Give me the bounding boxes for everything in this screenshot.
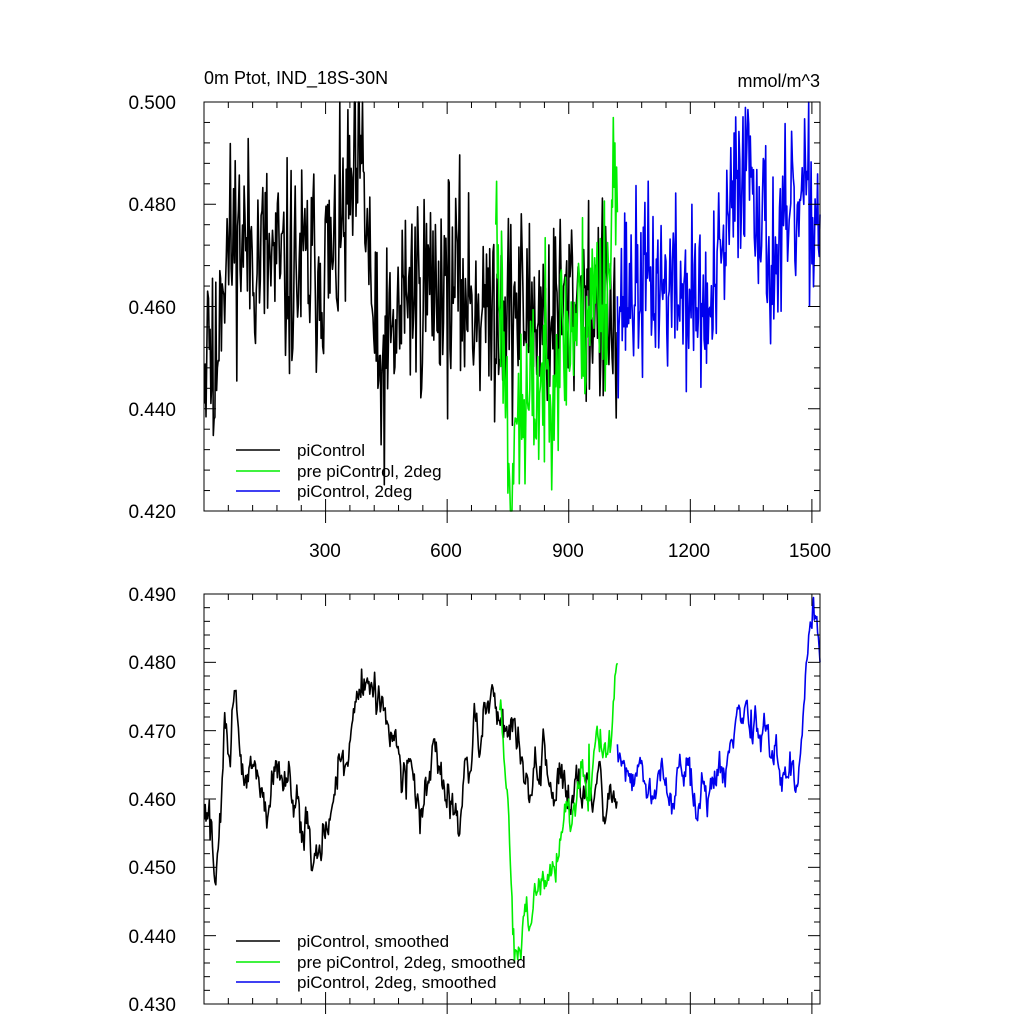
bottom-y-tick-label: 0.450 [128,858,176,879]
top-panel-unit-label: mmol/m^3 [738,71,820,91]
top-x-tick-label: 1500 [789,541,831,562]
bottom-y-tick-label: 0.460 [128,790,176,811]
bottom-y-tick-label: 0.480 [128,653,176,674]
bottom-y-tick-label: 0.430 [128,995,176,1016]
top-x-tick-label: 600 [430,541,462,562]
bottom-panel: 0.490 0.480 0.470 0.460 0.450 0.440 0.43… [128,585,821,1016]
legend-label-pre-picontrol-2deg: pre piControl, 2deg [297,462,442,481]
series-line-pre-picontrol-2deg [495,116,619,512]
bottom-y-tick-label: 0.470 [128,722,176,743]
bottom-series-lines [203,596,821,963]
top-x-tick-labels: 300 600 900 1200 1500 [309,541,831,562]
legend-label-picontrol-2deg: piControl, 2deg [297,482,412,501]
top-y-tick-labels: 0.500 0.480 0.460 0.440 0.420 [128,93,176,523]
legend-label-pre-picontrol-2deg-smoothed: pre piControl, 2deg, smoothed [297,953,526,972]
top-x-tick-label: 300 [309,541,341,562]
legend-label-picontrol: piControl [297,441,365,460]
legend-label-picontrol-smoothed: piControl, smoothed [297,932,449,951]
series-line-pre-picontrol-2deg-smoothed [499,662,619,963]
series-line-picontrol-2deg [616,101,821,399]
top-series-lines [203,101,821,512]
bottom-y-tick-label: 0.440 [128,927,176,948]
top-panel-title: 0m Ptot, IND_18S-30N [204,68,388,89]
top-y-tick-label: 0.500 [128,93,176,114]
bottom-legend: piControl, smoothed pre piControl, 2deg,… [236,932,526,992]
bottom-axis-ticks [204,593,820,1014]
top-y-tick-label: 0.460 [128,298,176,319]
top-x-tick-label: 1200 [668,541,710,562]
top-y-tick-label: 0.420 [128,502,176,523]
legend-label-picontrol-2deg-smoothed: piControl, 2deg, smoothed [297,973,496,992]
bottom-y-tick-labels: 0.490 0.480 0.470 0.460 0.450 0.440 0.43… [128,585,176,1016]
series-line-picontrol-2deg-smoothed [616,596,821,822]
top-y-tick-label: 0.480 [128,195,176,216]
bottom-y-tick-label: 0.490 [128,585,176,606]
top-x-tick-label: 900 [552,541,584,562]
top-legend: piControl pre piControl, 2deg piControl,… [236,441,442,501]
top-y-tick-label: 0.440 [128,400,176,421]
top-panel: 0m Ptot, IND_18S-30N mmol/m^3 0.500 0.48… [128,68,831,562]
series-line-picontrol-smoothed [203,668,618,886]
series-line-picontrol [203,101,618,486]
top-axis-ticks [204,101,820,523]
